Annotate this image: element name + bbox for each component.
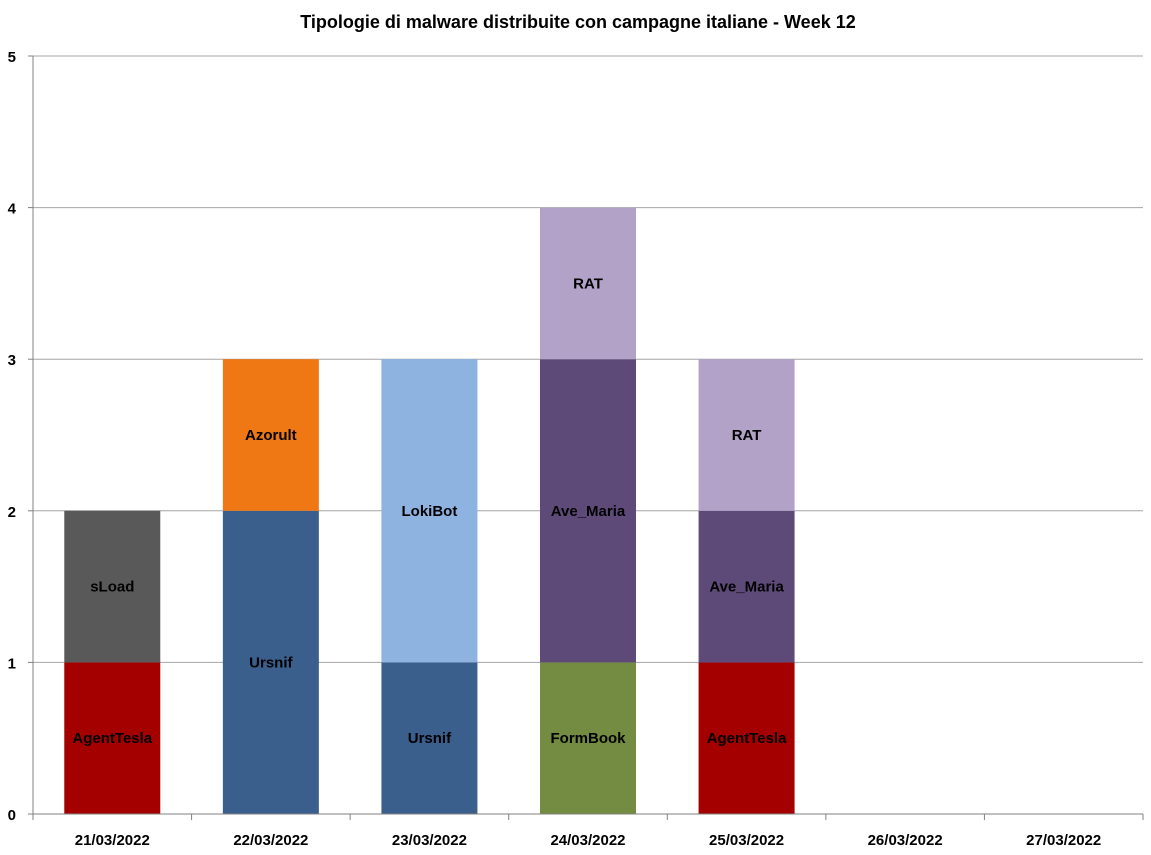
bar-segment xyxy=(540,359,636,663)
bar-segment xyxy=(698,662,795,814)
axes xyxy=(28,55,1144,820)
segment-label: RAT xyxy=(573,275,603,292)
y-tick-labels: 0 1 2 3 4 5 xyxy=(8,49,17,824)
segment-label: AgentTesla xyxy=(707,730,787,747)
segment-label: Ave_Maria xyxy=(709,579,784,596)
bar-segment xyxy=(381,662,478,814)
x-tick-labels: 21/03/2022 22/03/2022 23/03/2022 24/03/2022… xyxy=(75,832,1102,849)
segment-label: Ursnif xyxy=(249,654,293,671)
y-tick-label: 5 xyxy=(8,49,16,66)
bar-segment xyxy=(540,662,636,814)
segment-label: LokiBot xyxy=(402,503,458,520)
segment-label: sLoad xyxy=(90,579,134,596)
y-tick-label: 3 xyxy=(8,352,16,369)
y-tick-label: 4 xyxy=(8,201,17,218)
segment-label: AgentTesla xyxy=(72,730,152,747)
segment-label: Azorult xyxy=(245,427,297,444)
bar-segment xyxy=(222,359,319,511)
bar-segment xyxy=(540,207,636,360)
x-tick-label: 24/03/2022 xyxy=(550,832,625,849)
bars: AgentTesla sLoad Ursnif Azorult Ursnif LokiBo… xyxy=(64,207,795,814)
y-tick-label: 2 xyxy=(8,504,16,521)
bar-segment xyxy=(64,510,161,663)
segment-label: Ave_Maria xyxy=(551,503,626,520)
bar-segment xyxy=(698,359,795,511)
bar-segment xyxy=(381,359,478,663)
bar-segment xyxy=(222,510,319,814)
segment-label: RAT xyxy=(732,427,762,444)
x-tick-label: 22/03/2022 xyxy=(233,832,308,849)
segment-label: FormBook xyxy=(551,730,627,747)
segment-label: Ursnif xyxy=(408,730,452,747)
x-tick-label: 27/03/2022 xyxy=(1026,832,1101,849)
y-tick-label: 0 xyxy=(8,807,16,824)
chart-title: Tipologie di malware distribuite con cam… xyxy=(300,12,856,32)
bar-segment xyxy=(64,662,161,814)
bar-segment xyxy=(698,510,795,663)
y-tick-label: 1 xyxy=(8,655,16,672)
x-tick-label: 21/03/2022 xyxy=(75,832,150,849)
x-tick-label: 23/03/2022 xyxy=(392,832,467,849)
x-tick-label: 25/03/2022 xyxy=(709,832,784,849)
x-tick-label: 26/03/2022 xyxy=(868,832,943,849)
